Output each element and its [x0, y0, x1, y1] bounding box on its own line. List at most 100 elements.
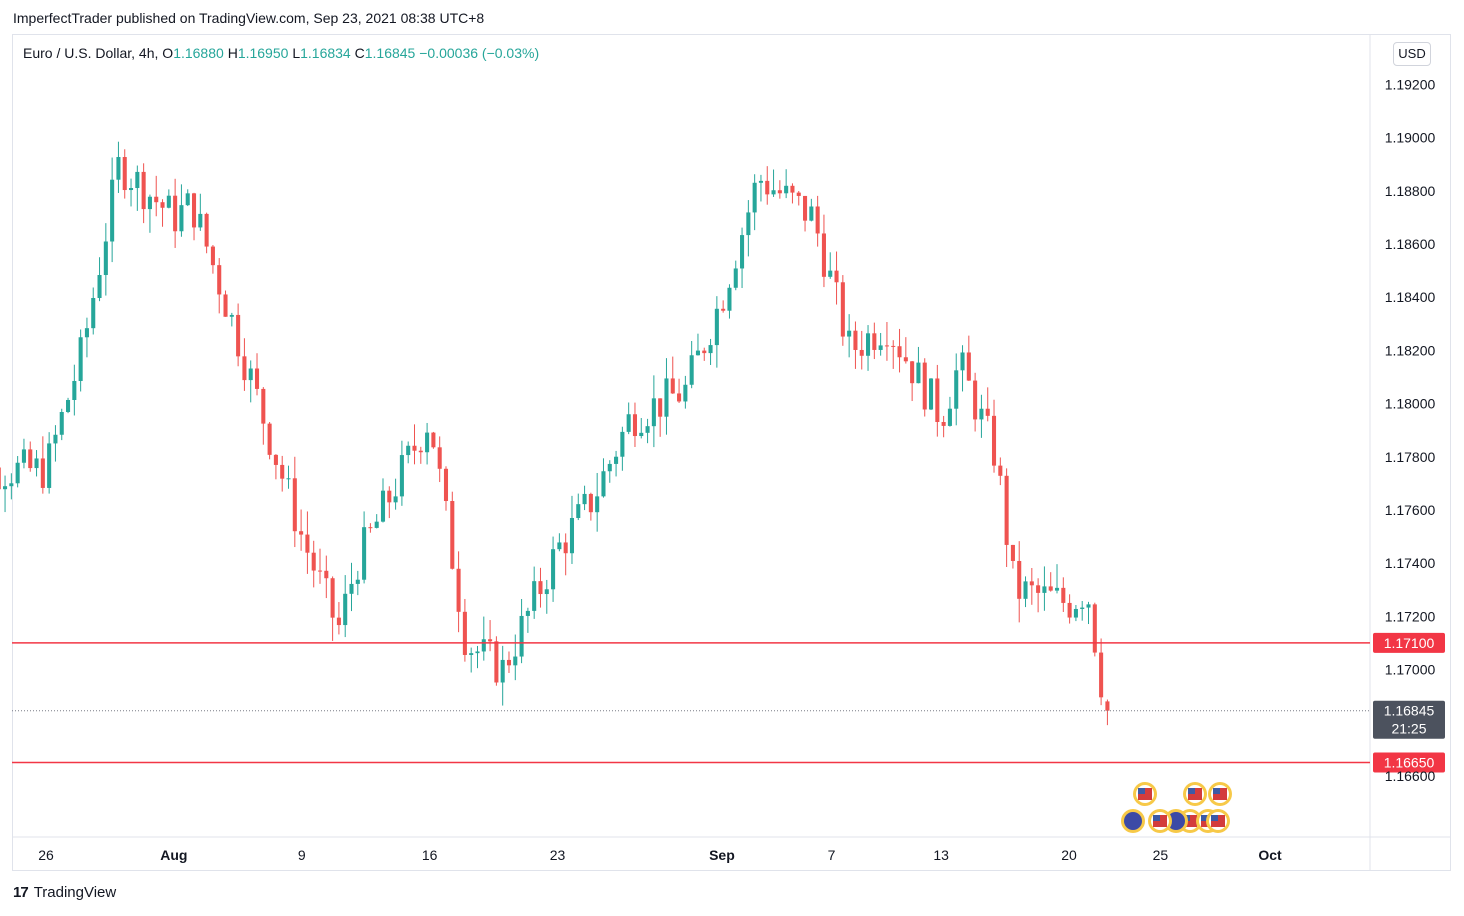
candle-body	[506, 659, 512, 666]
candle-body	[758, 180, 763, 183]
candle-body	[160, 202, 165, 208]
candle-body	[53, 434, 58, 444]
candle-body	[40, 458, 45, 488]
candle-body	[872, 333, 877, 350]
candle-body	[425, 432, 430, 453]
candle-body	[765, 180, 770, 195]
price-tick-label: 1.18600	[1385, 236, 1436, 252]
price-tick-label: 1.17200	[1385, 608, 1436, 624]
candle-body	[494, 641, 499, 683]
eu-flag-icon	[1124, 812, 1142, 830]
candle-body	[154, 196, 159, 203]
candle-body	[116, 157, 121, 180]
candle-body	[1099, 652, 1104, 698]
candle-body	[884, 345, 889, 347]
candle-body	[828, 270, 833, 277]
candle-body	[110, 179, 115, 242]
candle-body	[122, 157, 127, 191]
candle-body	[595, 496, 600, 513]
candle-body	[399, 455, 404, 497]
candle-body	[973, 380, 978, 420]
candle-body	[475, 651, 480, 654]
candle-body	[3, 486, 8, 490]
candlestick-series	[0, 141, 1110, 726]
candle-body	[242, 356, 247, 381]
candle-body	[1010, 544, 1015, 561]
candle-body	[286, 478, 291, 480]
time-tick-label: 20	[1061, 847, 1077, 863]
candle-body	[0, 467, 1, 490]
candle-body	[210, 246, 215, 266]
candle-body	[21, 449, 26, 463]
candle-body	[954, 370, 959, 409]
candle-body	[815, 206, 820, 234]
candle-body	[469, 653, 474, 655]
candle-body	[47, 443, 52, 488]
currency-button[interactable]: USD	[1393, 42, 1431, 66]
candle-body	[393, 496, 398, 503]
candle-body	[217, 265, 222, 295]
last-price-label: 1.16845	[1384, 703, 1435, 719]
candle-body	[878, 345, 883, 350]
candle-body	[576, 504, 581, 518]
candle-body	[847, 330, 852, 337]
eu-flag-icon	[1167, 812, 1185, 830]
candle-body	[368, 527, 373, 529]
time-tick-label: 25	[1153, 847, 1169, 863]
candle-body	[941, 422, 946, 426]
candle-body	[670, 378, 675, 394]
countdown-label: 21:25	[1391, 721, 1426, 737]
candle-body	[551, 549, 556, 590]
candle-body	[796, 192, 801, 196]
candle-body	[1105, 701, 1110, 711]
tradingview-logo-icon: 17	[13, 884, 29, 901]
price-tick-label: 1.19000	[1385, 130, 1436, 146]
legend-symbol: Euro / U.S. Dollar, 4h,	[23, 45, 159, 61]
candle-body	[809, 206, 814, 221]
price-tick-label: 1.18200	[1385, 342, 1436, 358]
candle-body	[639, 432, 644, 437]
candle-body	[752, 182, 757, 213]
candle-body	[834, 270, 839, 283]
time-tick-label: 13	[933, 847, 949, 863]
us-flag-icon-canton	[1201, 815, 1208, 821]
candle-body	[569, 517, 575, 554]
candle-body	[362, 527, 367, 580]
price-tick-label: 1.19200	[1385, 77, 1436, 93]
candle-body	[821, 233, 826, 277]
candle-body	[746, 212, 751, 236]
candle-body	[91, 297, 96, 329]
tradingview-brand: TradingView	[33, 884, 117, 901]
candle-body	[1054, 587, 1060, 591]
legend-change: −0.00036 (−0.03%)	[419, 45, 540, 61]
candle-body	[330, 578, 335, 618]
candle-body	[355, 579, 360, 584]
us-flag-icon-canton	[1188, 788, 1195, 794]
candle-body	[664, 378, 669, 417]
candle-body	[1029, 581, 1034, 586]
candle-body	[84, 328, 89, 338]
candle-body	[380, 490, 386, 522]
publication-caption: ImperfectTrader published on TradingView…	[13, 10, 485, 26]
tradingview-logo[interactable]: 17 TradingView	[13, 884, 116, 901]
candle-body	[280, 464, 285, 479]
us-flag-icon-canton	[1153, 815, 1160, 821]
ohlc-legend: Euro / U.S. Dollar, 4h, O1.16880 H1.1695…	[23, 45, 539, 61]
candle-body	[229, 314, 234, 317]
price-axis: 1.19200 1.19000 1.18800 1.18600 1.18400 1.182…	[1385, 77, 1436, 784]
candle-body	[147, 196, 152, 210]
candle-body	[721, 308, 726, 311]
economic-events	[1121, 782, 1232, 833]
horizontal-line-label: 1.16650	[1384, 755, 1435, 771]
price-tick-label: 1.18400	[1385, 289, 1436, 305]
candle-body	[916, 362, 921, 384]
price-tick-label: 1.17800	[1385, 449, 1436, 465]
candle-body	[790, 185, 795, 193]
candle-body	[34, 458, 39, 469]
candle-body	[324, 570, 329, 579]
candle-body	[412, 445, 417, 451]
time-tick-label: 26	[38, 847, 54, 863]
horizontal-line-label-bg	[1373, 632, 1445, 653]
price-tick-label: 1.16600	[1385, 768, 1436, 784]
